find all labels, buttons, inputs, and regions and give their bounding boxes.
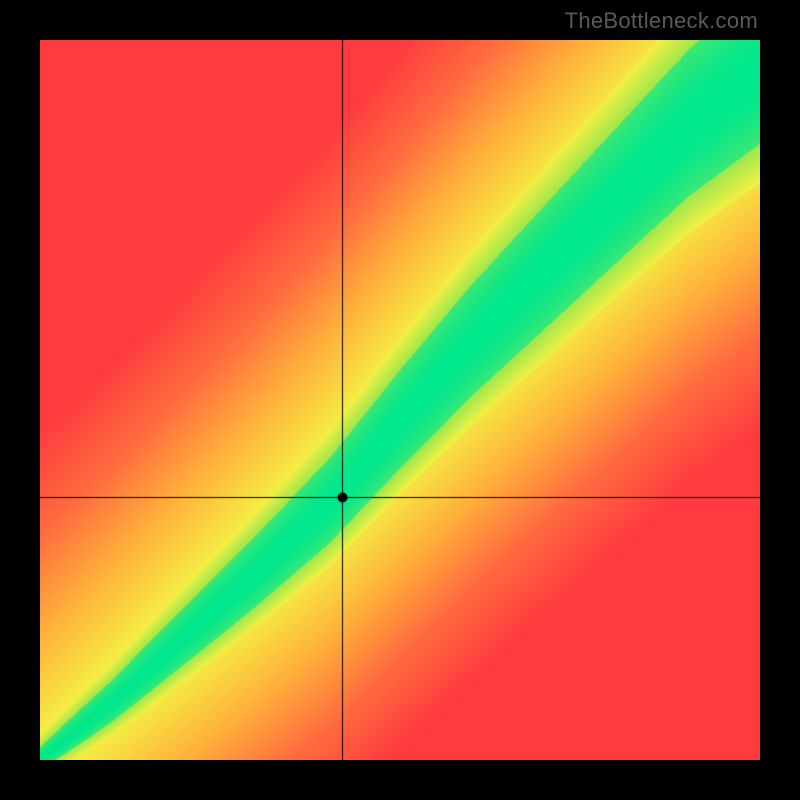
watermark-text: TheBottleneck.com bbox=[565, 8, 758, 34]
heatmap-canvas bbox=[40, 40, 760, 760]
bottleneck-heatmap bbox=[40, 40, 760, 760]
